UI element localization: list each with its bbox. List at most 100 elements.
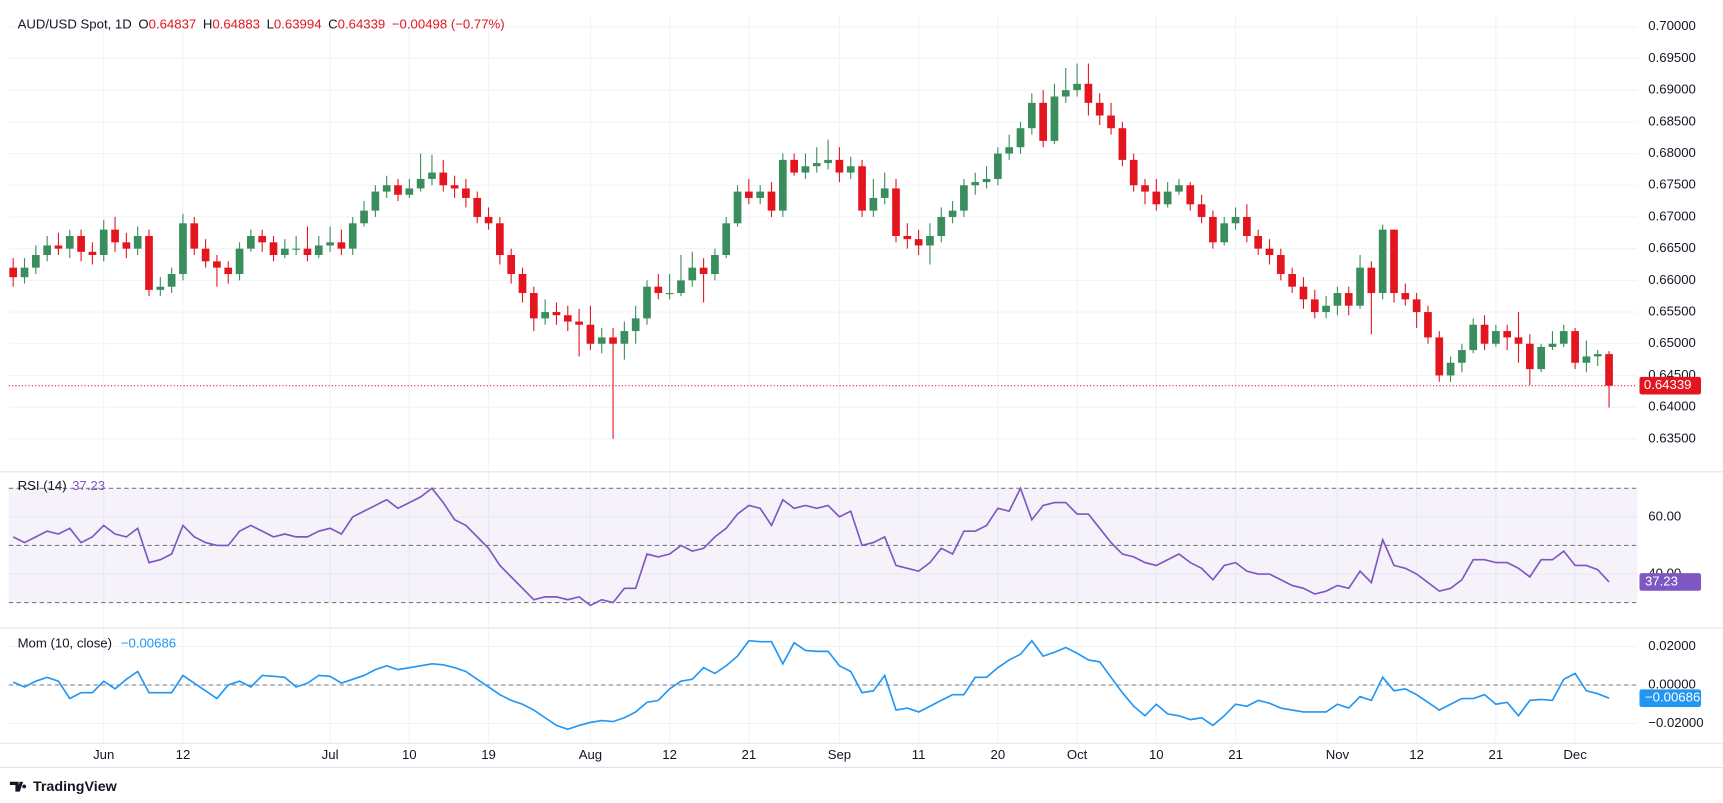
y-tick-label: 0.69000 <box>1648 82 1696 97</box>
low-key: L <box>267 17 274 32</box>
candle-body <box>1548 343 1557 347</box>
candle-body <box>450 185 459 189</box>
candle-body <box>247 235 255 249</box>
candle-body <box>145 235 153 290</box>
candle-body <box>1050 96 1059 141</box>
candle-body <box>1322 305 1330 313</box>
candle-body <box>1073 83 1081 91</box>
candle-body <box>937 216 946 236</box>
candle-body <box>1107 115 1115 129</box>
candle-body <box>1288 274 1296 287</box>
high-key: H <box>203 17 213 32</box>
x-tick-label: 21 <box>1228 747 1243 762</box>
candle-body <box>462 188 470 198</box>
y-tick-label: 60.00 <box>1648 508 1681 523</box>
y-tick-label: 0.65000 <box>1648 335 1696 350</box>
y-tick-label: 0.70000 <box>1648 18 1696 33</box>
candle-body <box>439 172 448 186</box>
candle-body <box>812 163 821 167</box>
candle-body <box>1378 229 1387 294</box>
candle-body <box>428 172 436 179</box>
candle-body <box>179 223 187 275</box>
candle-body <box>1243 216 1251 236</box>
candle-body <box>677 280 685 294</box>
candle-body <box>994 153 1002 179</box>
candle-body <box>1333 293 1342 306</box>
x-tick-label: 10 <box>402 747 417 762</box>
candle-body <box>133 235 142 249</box>
y-tick-label: 0.67000 <box>1648 208 1696 223</box>
y-tick-label: 0.02000 <box>1648 638 1696 653</box>
value-tag <box>1639 689 1702 707</box>
candle-body <box>371 191 380 211</box>
x-tick-label: 20 <box>991 747 1006 762</box>
y-tick-label: 0.00000 <box>1648 676 1696 691</box>
low-value: 0.63994 <box>274 17 322 32</box>
candle-body <box>473 197 482 217</box>
x-tick-label: 12 <box>1409 747 1424 762</box>
candle-body <box>1197 204 1206 217</box>
candle-body <box>213 261 221 268</box>
indicator-line <box>12 639 1610 731</box>
price-tag <box>1639 376 1702 395</box>
candle-body <box>54 245 63 249</box>
x-tick-label: 12 <box>662 747 677 762</box>
candle-body <box>745 191 753 198</box>
candle-body <box>1220 223 1229 243</box>
candle-body <box>892 188 900 236</box>
close-value: 0.64339 <box>338 17 386 32</box>
x-tick-label: Oct <box>1067 747 1088 762</box>
y-tick-label: 0.68500 <box>1648 113 1696 128</box>
x-tick-label: 21 <box>742 747 757 762</box>
candle-body <box>382 185 391 192</box>
candle-body <box>1129 159 1138 186</box>
x-tick-label: Sep <box>828 747 851 762</box>
candle-body <box>1061 90 1070 97</box>
candle-body <box>190 223 199 249</box>
candle-body <box>1424 312 1432 338</box>
candle-body <box>1344 293 1353 306</box>
candle-body <box>1095 102 1104 116</box>
candle-body <box>778 159 787 211</box>
value-tag-label: −0.00686 <box>1645 690 1700 705</box>
candle-body <box>1492 331 1500 344</box>
y-tick-label: 0.65500 <box>1648 304 1696 319</box>
candle-body <box>43 245 51 255</box>
candle-body <box>1559 331 1568 344</box>
candle-body <box>1390 229 1398 294</box>
candle-body <box>1571 331 1579 363</box>
candle-body <box>20 267 29 278</box>
candle-body <box>643 286 651 319</box>
candle-body <box>518 274 527 294</box>
close-key: C <box>328 17 338 32</box>
candle-body <box>496 223 504 255</box>
value-tag-label: 37.23 <box>1645 573 1678 588</box>
candle-body <box>609 337 617 344</box>
candle-body <box>948 210 957 217</box>
logo-mark <box>9 781 27 792</box>
mom-value: −0.00686 <box>121 636 176 651</box>
candle-body <box>767 191 776 211</box>
candle-body <box>982 178 991 183</box>
change-value: −0.00498 (−0.77%) <box>392 17 505 32</box>
candle-body <box>1027 102 1036 129</box>
candle-body <box>1039 102 1047 141</box>
y-tick-label: 0.68000 <box>1648 145 1696 160</box>
candle-body <box>394 185 402 195</box>
y-tick-label: 0.67500 <box>1648 177 1696 192</box>
candle-body <box>575 321 583 325</box>
candle-body <box>824 159 832 164</box>
candle-body <box>858 166 866 211</box>
x-tick-label: Jul <box>322 747 339 762</box>
high-value: 0.64883 <box>212 17 260 32</box>
candle-body <box>1435 337 1444 376</box>
candle-body <box>416 178 425 189</box>
open-key: O <box>138 17 148 32</box>
candle-body <box>326 242 334 246</box>
candle-body <box>1605 354 1613 386</box>
candle-body <box>529 293 538 319</box>
candle-body <box>1152 191 1161 205</box>
candle-body <box>292 248 300 250</box>
candle-body <box>722 223 731 255</box>
